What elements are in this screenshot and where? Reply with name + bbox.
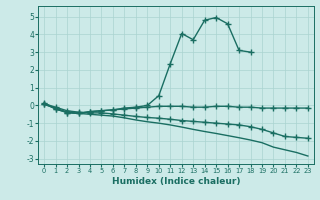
X-axis label: Humidex (Indice chaleur): Humidex (Indice chaleur) (112, 177, 240, 186)
